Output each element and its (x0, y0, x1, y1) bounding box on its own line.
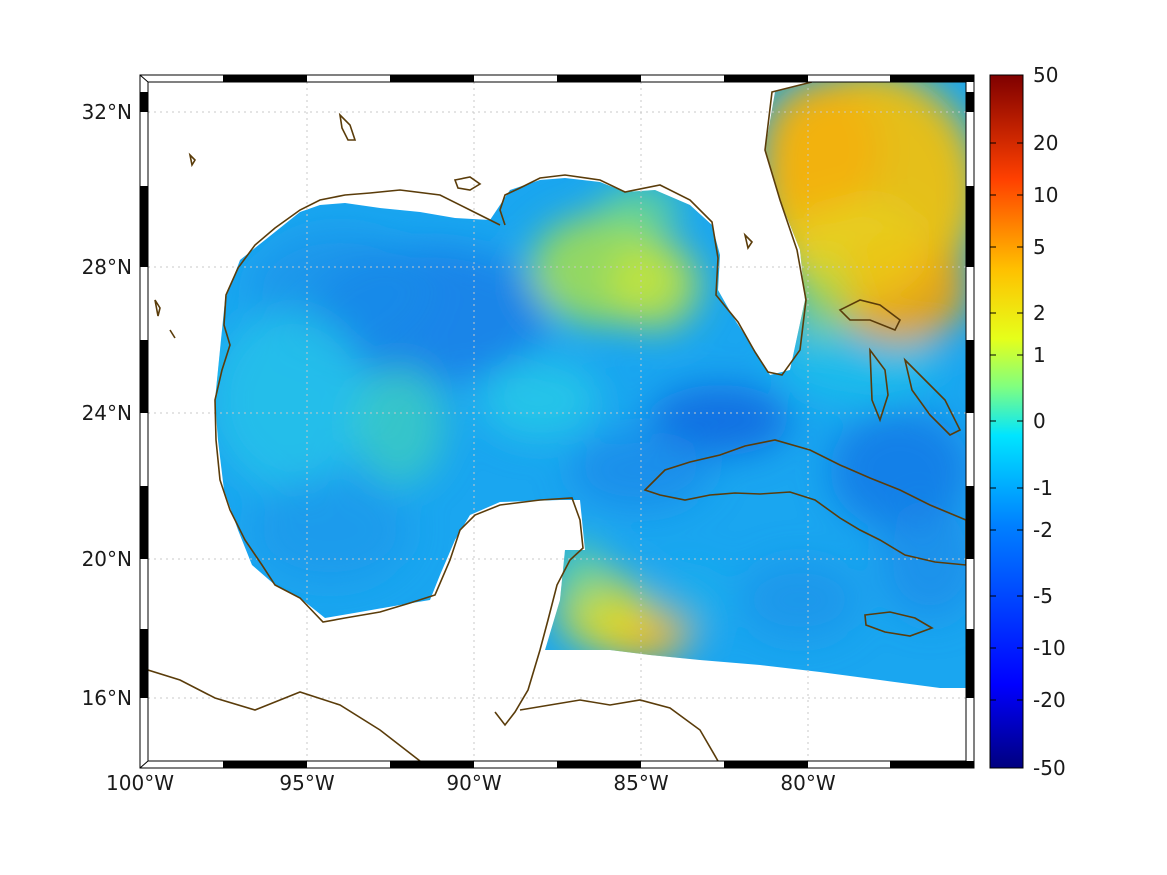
coastlines (148, 82, 966, 761)
lon-label: 100°W (106, 771, 174, 795)
texas-coastline (214, 189, 584, 727)
gridlines (148, 82, 966, 761)
colorbar-label: -5 (1033, 584, 1053, 608)
colorbar-label: 5 (1033, 235, 1046, 259)
colorbar-label: -50 (1033, 756, 1066, 780)
lat-label: 20°N (82, 547, 132, 571)
lon-label: 90°W (446, 771, 501, 795)
colorbar-label: -10 (1033, 636, 1066, 660)
delta-islands (154, 112, 754, 339)
colorbar-label: 2 (1033, 301, 1046, 325)
colorbar-ticks (990, 142, 1023, 701)
colorbar-label: -20 (1033, 688, 1066, 712)
gulf-coastline (499, 82, 813, 376)
colorbar-label: 50 (1033, 63, 1058, 87)
colorbar-labels: 50 20 10 5 2 1 0 -1 -2 -5 -10 -20 -50 (1033, 63, 1066, 780)
lat-label: 28°N (82, 255, 132, 279)
lat-label: 32°N (82, 100, 132, 124)
colorbar: 50 20 10 5 2 1 0 -1 -2 -5 -10 -20 -50 (989, 63, 1066, 780)
honduras-coast (519, 699, 719, 761)
colorbar-label: 20 (1033, 131, 1058, 155)
bahamas-islands (838, 299, 962, 436)
colorbar-label: 1 (1033, 343, 1046, 367)
colorbar-label: -2 (1033, 518, 1053, 542)
jamaica-coastline (864, 611, 934, 637)
lon-label: 80°W (780, 771, 835, 795)
colorbar-label: 10 (1033, 183, 1058, 207)
map-frame (139, 74, 975, 769)
lon-label: 85°W (613, 771, 668, 795)
lat-label: 24°N (82, 401, 132, 425)
longitude-labels: 100°W 95°W 90°W 85°W 80°W (106, 771, 836, 795)
latitude-labels: 32°N 28°N 24°N 20°N 16°N (82, 100, 132, 710)
colorbar-label: -1 (1033, 476, 1053, 500)
cuba-coastline (643, 439, 966, 566)
colorbar-label: 0 (1033, 409, 1046, 433)
central-america-coast (148, 669, 421, 761)
data-field (215, 82, 966, 688)
lon-label: 95°W (279, 771, 334, 795)
lat-label: 16°N (82, 686, 132, 710)
